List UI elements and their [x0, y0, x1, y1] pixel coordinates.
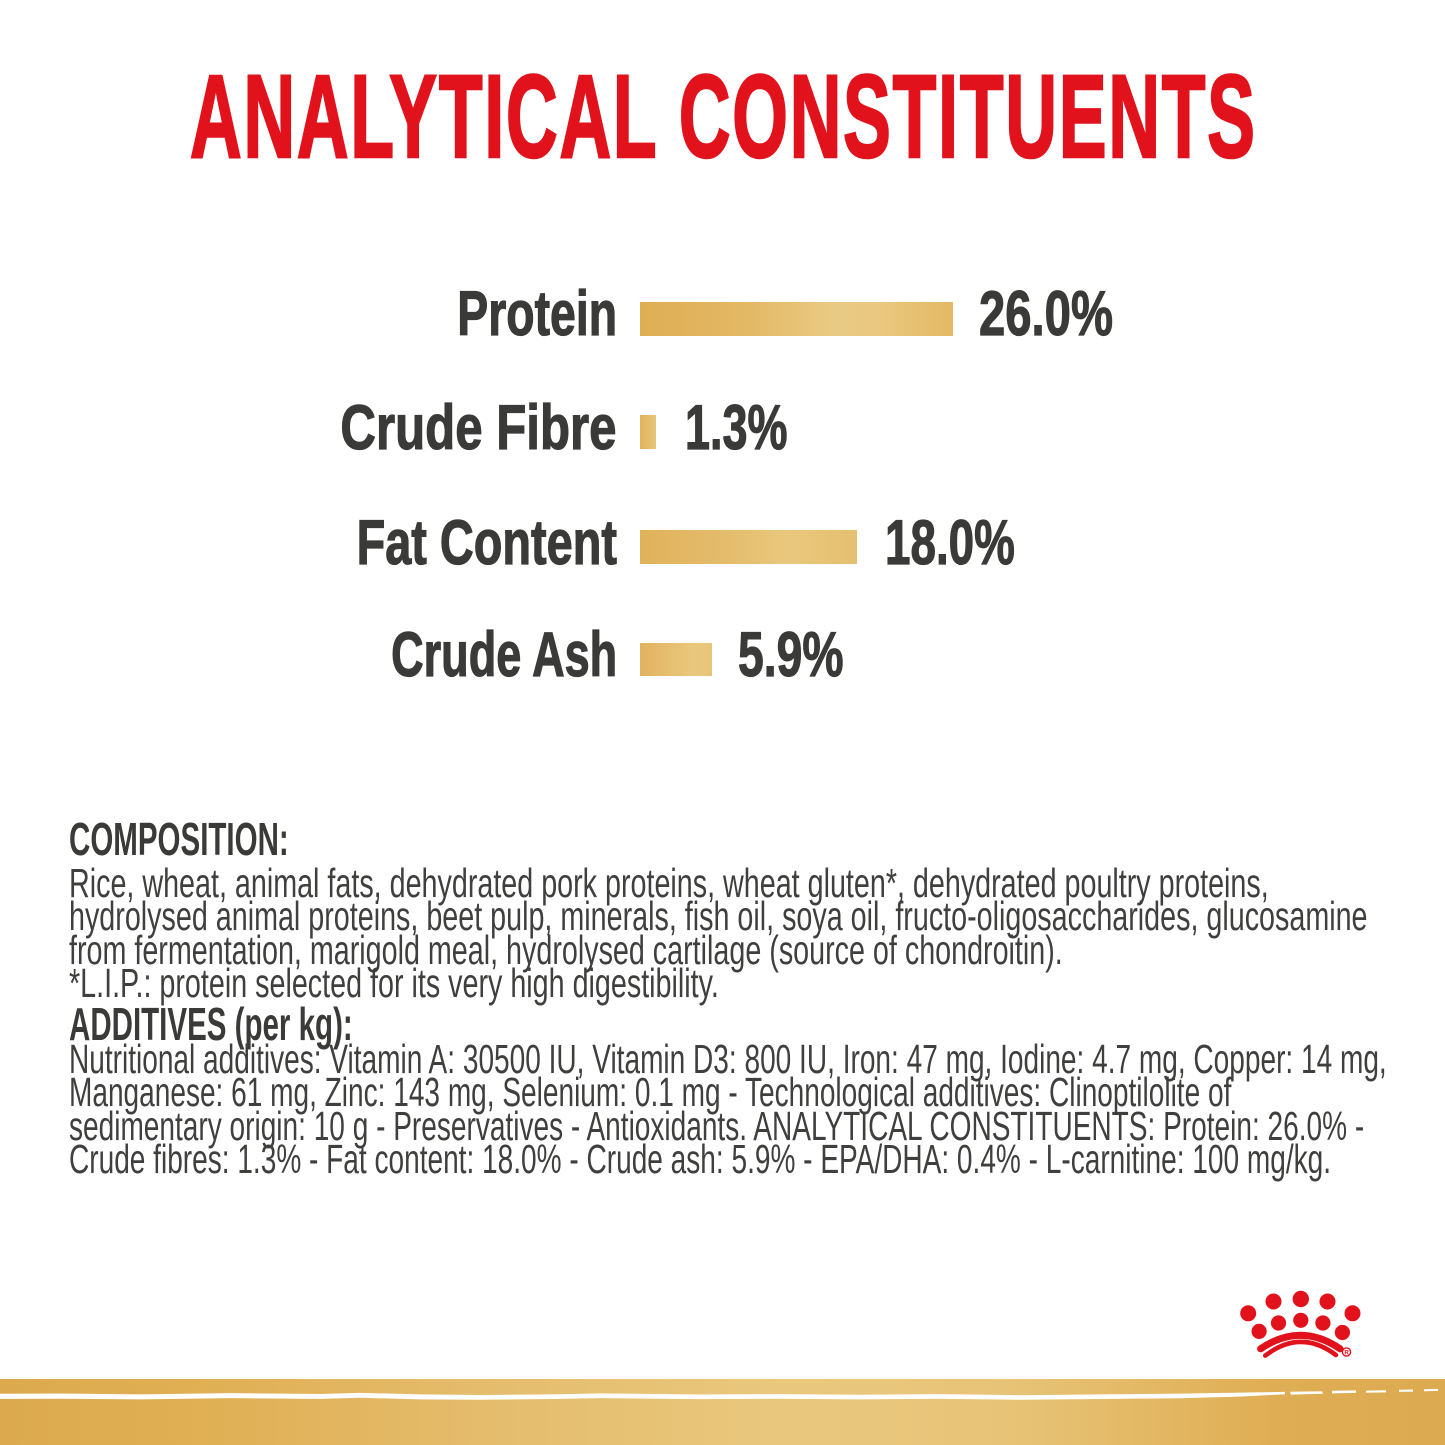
svg-text:R: R [1344, 1349, 1349, 1356]
